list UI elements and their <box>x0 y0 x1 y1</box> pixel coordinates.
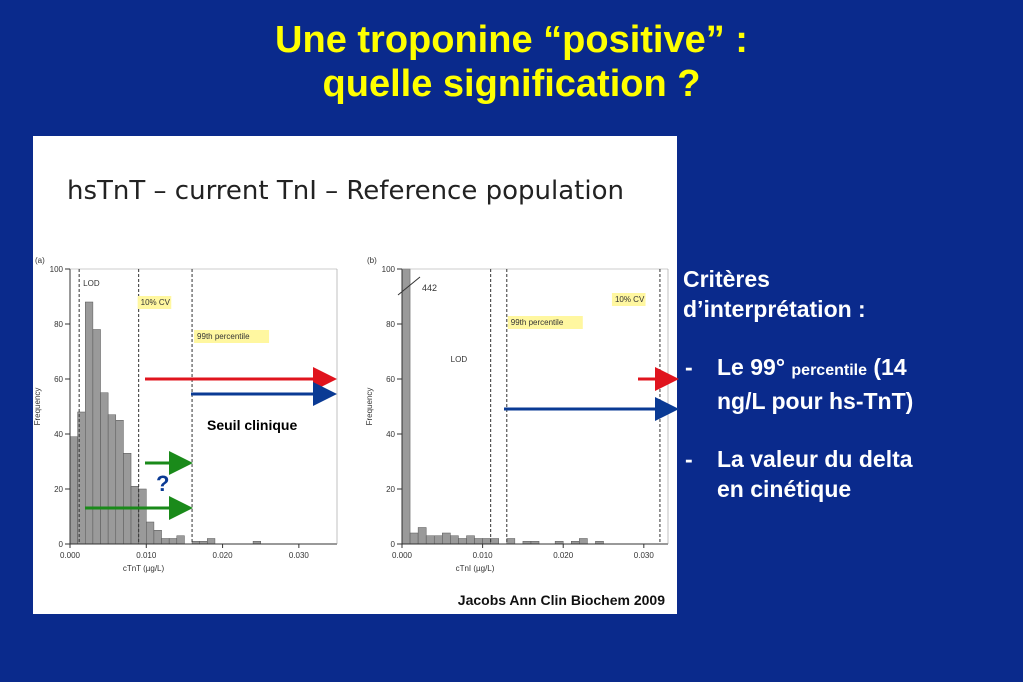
chart2-truncated-value-label: 442 <box>422 283 437 293</box>
chart1-bar <box>130 486 139 545</box>
criteria-heading-line1: Critères <box>683 266 770 292</box>
chart2-y-tick-label: 80 <box>386 320 395 329</box>
chart1-y-tick-label: 100 <box>50 265 64 274</box>
chart2-x-tick-label: 0.000 <box>392 551 413 560</box>
chart1-bar <box>168 538 178 545</box>
chart1-y-tick-label: 0 <box>59 540 64 549</box>
chart1-panel-label: (a) <box>35 256 45 265</box>
chart1-bar <box>138 488 147 545</box>
chart2-y-tick-label: 60 <box>386 375 395 384</box>
panel-title: hsTnT – current TnI – Reference populati… <box>67 176 624 206</box>
chart2-x-tick-label: 0.030 <box>634 551 655 560</box>
chart2-panel-label: (b) <box>367 256 377 265</box>
chart2-bar <box>450 535 459 545</box>
slide-title-line2: quelle signification ? <box>322 63 701 105</box>
chart2-bar <box>506 538 516 545</box>
chart1-vline-label: 10% CV <box>141 298 171 307</box>
citation: Jacobs Ann Clin Biochem 2009 <box>457 592 665 608</box>
chart1-bar <box>123 453 132 545</box>
chart1-bar <box>100 392 109 545</box>
chart1-bar <box>92 329 101 545</box>
chart1-bar <box>153 530 162 545</box>
chart1-y-tick-label: 60 <box>54 375 63 384</box>
chart2-y-tick-label: 100 <box>382 265 396 274</box>
chart2-bar <box>482 538 491 545</box>
chart2-x-tick-label: 0.010 <box>473 551 494 560</box>
chart1-bar <box>107 414 117 545</box>
bullet-delta: - La valeur du delta en cinétique <box>683 444 1013 504</box>
chart1-vline-label: LOD <box>83 279 100 288</box>
chart2-bar <box>401 268 411 545</box>
chart2-bar <box>442 532 451 545</box>
chart2-bar <box>409 532 419 545</box>
chart2-vline-label: 10% CV <box>615 295 645 304</box>
chart1-vline-label: 99th percentile <box>197 332 250 341</box>
bullet1-text-b: (14 <box>873 354 907 380</box>
interpretation-criteria: Critères d’interprétation : - Le 99° per… <box>683 264 1013 504</box>
chart1-bar <box>85 301 94 545</box>
chart1-y-tick-label: 20 <box>54 485 63 494</box>
chart2-vline-label: 99th percentile <box>511 318 564 327</box>
bullet1-small: percentile <box>791 362 867 379</box>
chart2-bar <box>490 538 499 545</box>
chart1-bar <box>115 420 124 545</box>
chart1-vline-label-box <box>194 330 270 343</box>
bullet-percentile: - Le 99° percentile (14 ng/L pour hs-TnT… <box>683 352 1013 416</box>
chart1-bar <box>69 436 78 545</box>
chart2-vline-label-box <box>611 293 646 306</box>
chart1-x-tick-label: 0.010 <box>136 551 157 560</box>
chart2-bar <box>579 538 588 545</box>
bullet2-line1: La valeur du delta <box>717 446 913 472</box>
chart1-y-tick-label: 80 <box>54 320 63 329</box>
chart2-y-tick-label: 40 <box>386 430 395 439</box>
chart2-y-axis-label: Frequency <box>365 388 374 426</box>
chart2-truncation-mark <box>397 276 421 296</box>
chart1-x-axis-label: cTnT (µg/L) <box>123 564 165 573</box>
chart1-bar <box>176 535 185 545</box>
chart2-vline-label: LOD <box>451 355 468 364</box>
chart1-bar <box>146 521 155 545</box>
chart2-x-axis-label: cTnI (µg/L) <box>456 564 495 573</box>
chart1-x-tick-label: 0.020 <box>213 551 234 560</box>
slide-title: Une troponine “positive” : quelle signif… <box>0 18 1023 106</box>
chart2-x-tick-label: 0.020 <box>553 551 574 560</box>
bullet2-line2: en cinétique <box>717 476 852 502</box>
criteria-heading-line2: d’interprétation : <box>683 296 866 322</box>
chart2-bar <box>466 535 475 545</box>
chart1-vline-label-box <box>137 296 172 309</box>
chart2-bar <box>458 538 467 545</box>
chart2-bar <box>417 527 427 545</box>
figure-panel: hsTnT – current TnI – Reference populati… <box>33 136 677 614</box>
bullet-dash: - <box>685 446 693 472</box>
chart1-y-tick-label: 40 <box>54 430 63 439</box>
chart2-bar <box>474 538 483 545</box>
bullet1-line2: ng/L pour hs-TnT) <box>717 388 914 414</box>
bullet-dash: - <box>685 354 693 380</box>
histogram-charts: (a) 0 20 40 60 80 100 0.000 0.010 0.020 0.030 cTnT … <box>33 256 669 573</box>
chart2-bar <box>425 535 435 545</box>
bullet1-text-a: Le 99° <box>717 354 786 380</box>
chart1-bar <box>161 538 170 545</box>
chart2-bar <box>433 535 443 545</box>
chart1-bar <box>207 538 216 545</box>
chart1-x-tick-label: 0.030 <box>289 551 310 560</box>
chart2-vline-label-box <box>507 316 583 329</box>
chart2-y-tick-label: 20 <box>386 485 395 494</box>
chart2-y-tick-label: 0 <box>391 540 396 549</box>
chart1-x-tick-label: 0.000 <box>60 551 81 560</box>
slide-title-line1: Une troponine “positive” : <box>275 19 748 61</box>
chart1-y-axis-label: Frequency <box>33 388 42 426</box>
